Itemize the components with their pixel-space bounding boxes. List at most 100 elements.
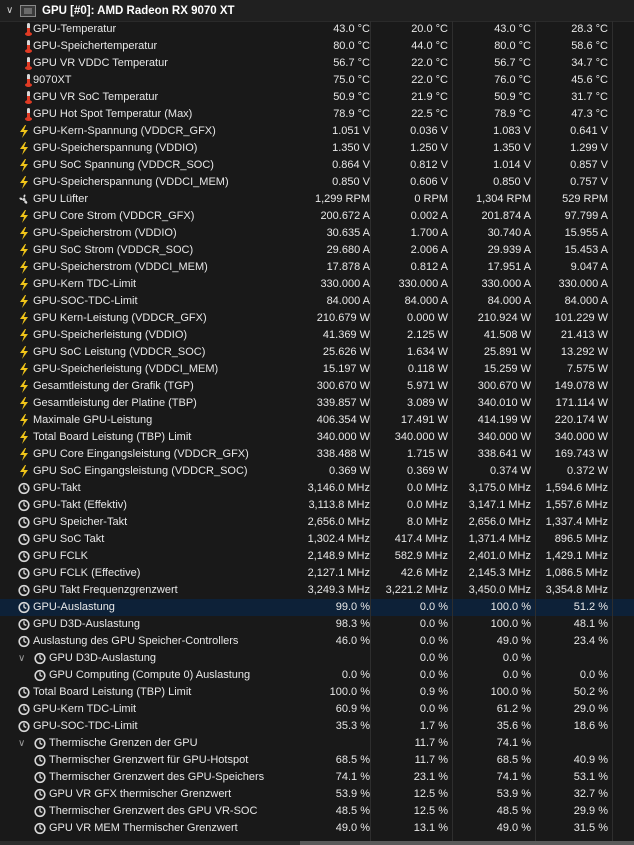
sensor-row[interactable]: GPU VR GFX thermischer Grenzwert 53.9 % 12…	[0, 786, 634, 803]
sensor-row[interactable]: GPU Core Strom (VDDCR_GFX) 200.672 A 0.002…	[0, 208, 634, 225]
expand-chevron-icon[interactable]: ∨	[18, 653, 26, 664]
min-value: 0.000 W	[407, 312, 448, 324]
sensor-row[interactable]: GPU-Speichertemperatur 80.0 °C 44.0 °C 80.0…	[0, 38, 634, 55]
sensor-row[interactable]: GPU SoC Strom (VDDCR_SOC) 29.680 A 2.006 A…	[0, 242, 634, 259]
sensor-row[interactable]: GPU-SOC-TDC-Limit 35.3 % 1.7 % 35.6 % 18.6 %	[0, 718, 634, 735]
min-value: 340.000 W	[394, 431, 448, 443]
sensor-label: GPU-Speichertemperatur	[33, 40, 158, 52]
sensor-row[interactable]: GPU-Speicherstrom (VDDCI_MEM) 17.878 A 0.8…	[0, 259, 634, 276]
sensor-row[interactable]: GPU Computing (Compute 0) Auslastung 0.0 …	[0, 667, 634, 684]
sensor-row[interactable]: GPU FCLK (Effective) 2,127.1 MHz 42.6 MHz 2…	[0, 565, 634, 582]
sensor-row[interactable]: GPU VR SoC Temperatur 50.9 °C 21.9 °C 50.9 …	[0, 89, 634, 106]
column-divider[interactable]	[452, 21, 453, 845]
max-value: 210.924 W	[477, 312, 531, 324]
sensor-label: GPU-Takt (Effektiv)	[33, 499, 127, 511]
avg-value: 29.9 %	[573, 805, 608, 817]
sensor-list[interactable]: GPU-Temperatur 43.0 °C 20.0 °C 43.0 °C 28.3 …	[0, 21, 634, 837]
gpu-group-header[interactable]: ∨ GPU [#0]: AMD Radeon RX 9070 XT	[0, 0, 634, 22]
sensor-row[interactable]: GPU-Speicherstrom (VDDIO) 30.635 A 1.700 A…	[0, 225, 634, 242]
sensor-row[interactable]: GPU SoC Leistung (VDDCR_SOC) 25.626 W 1.63…	[0, 344, 634, 361]
sensor-row[interactable]: GPU-Kern-Spannung (VDDCR_GFX) 1.051 V 0.03…	[0, 123, 634, 140]
sensor-row[interactable]: GPU VR VDDC Temperatur 56.7 °C 22.0 °C 56.7…	[0, 55, 634, 72]
sensor-row[interactable]: GPU SoC Eingangsleistung (VDDCR_SOC) 0.36…	[0, 463, 634, 480]
sensor-row[interactable]: GPU-Auslastung 99.0 % 0.0 % 100.0 % 51.2 %	[0, 599, 634, 616]
sensor-label: GPU SoC Strom (VDDCR_SOC)	[33, 244, 194, 256]
current-value: 406.354 W	[316, 414, 370, 426]
sensor-label: GPU-Speicherleistung (VDDIO)	[33, 329, 188, 341]
min-value: 20.0 °C	[411, 23, 448, 35]
sensor-label: GPU-Kern-Spannung (VDDCR_GFX)	[33, 125, 216, 137]
min-value: 1.715 W	[407, 448, 448, 460]
sensor-row[interactable]: GPU-Speicherleistung (VDDCI_MEM) 15.197 W…	[0, 361, 634, 378]
sensor-row[interactable]: Thermischer Grenzwert des GPU-Speichers 7…	[0, 769, 634, 786]
column-divider[interactable]	[612, 21, 613, 845]
sensor-label: GPU FCLK	[33, 550, 89, 562]
sensor-row[interactable]: Maximale GPU-Leistung 406.354 W 17.491 W 41…	[0, 412, 634, 429]
sensor-row[interactable]: GPU FCLK 2,148.9 MHz 582.9 MHz 2,401.0 MHz 1…	[0, 548, 634, 565]
sensor-label: Maximale GPU-Leistung	[33, 414, 153, 426]
avg-value: 9.047 A	[570, 261, 608, 273]
column-divider[interactable]	[370, 21, 371, 845]
expand-chevron-icon[interactable]: ∨	[18, 738, 26, 749]
bolt-icon	[18, 159, 30, 172]
sensor-row[interactable]: GPU Core Eingangsleistung (VDDCR_GFX) 338…	[0, 446, 634, 463]
sensor-row[interactable]: GPU SoC Takt 1,302.4 MHz 417.4 MHz 1,371.4 …	[0, 531, 634, 548]
sensor-row[interactable]: Total Board Leistung (TBP) Limit 100.0 % 0…	[0, 684, 634, 701]
sensor-row[interactable]: GPU VR MEM Thermischer Grenzwert 49.0 % 13…	[0, 820, 634, 837]
sensor-row[interactable]: Thermischer Grenzwert für GPU-Hotspot 68.…	[0, 752, 634, 769]
sensor-row[interactable]: GPU-Speicherleistung (VDDIO) 41.369 W 2.12…	[0, 327, 634, 344]
sensor-row[interactable]: Total Board Leistung (TBP) Limit 340.000 …	[0, 429, 634, 446]
sensor-row[interactable]: GPU D3D-Auslastung 98.3 % 0.0 % 100.0 % 48.1…	[0, 616, 634, 633]
sensor-row[interactable]: GPU Lüfter 1,299 RPM 0 RPM 1,304 RPM 529 RPM	[0, 191, 634, 208]
current-value: 50.9 °C	[333, 91, 370, 103]
sensor-row[interactable]: GPU Kern-Leistung (VDDCR_GFX) 210.679 W 0.…	[0, 310, 634, 327]
current-value: 0.864 V	[332, 159, 370, 171]
max-value: 78.9 °C	[494, 108, 531, 120]
min-value: 22.5 °C	[411, 108, 448, 120]
max-value: 338.641 W	[477, 448, 531, 460]
sensor-row[interactable]: Gesamtleistung der Grafik (TGP) 300.670 W…	[0, 378, 634, 395]
sensor-row[interactable]: GPU-SOC-TDC-Limit 84.000 A 84.000 A 84.000 …	[0, 293, 634, 310]
column-divider[interactable]	[535, 21, 536, 845]
collapse-chevron-icon[interactable]: ∨	[6, 5, 14, 16]
sensor-row[interactable]: GPU-Takt (Effektiv) 3,113.8 MHz 0.0 MHz 3,1…	[0, 497, 634, 514]
sensor-row[interactable]: GPU-Kern TDC-Limit 60.9 % 0.0 % 61.2 % 29.0 …	[0, 701, 634, 718]
sensor-row[interactable]: 9070XT 75.0 °C 22.0 °C 76.0 °C 45.6 °C	[0, 72, 634, 89]
sensor-label: GPU VR MEM Thermischer Grenzwert	[49, 822, 238, 834]
sensor-row[interactable]: GPU-Takt 3,146.0 MHz 0.0 MHz 3,175.0 MHz 1,5…	[0, 480, 634, 497]
sensor-row[interactable]: ∨ Thermische Grenzen der GPU 11.7 % 74.1 %	[0, 735, 634, 752]
max-value: 340.000 W	[477, 431, 531, 443]
clock-icon	[18, 516, 30, 529]
sensor-row[interactable]: Auslastung des GPU Speicher-Controllers 4…	[0, 633, 634, 650]
current-value: 68.5 %	[335, 754, 370, 766]
max-value: 100.0 %	[490, 601, 531, 613]
sensor-row[interactable]: GPU Hot Spot Temperatur (Max) 78.9 °C 22.5…	[0, 106, 634, 123]
sensor-row[interactable]: GPU-Temperatur 43.0 °C 20.0 °C 43.0 °C 28.3 …	[0, 21, 634, 38]
sensor-row[interactable]: GPU Speicher-Takt 2,656.0 MHz 8.0 MHz 2,656…	[0, 514, 634, 531]
min-value: 0.036 V	[410, 125, 448, 137]
sensor-label: GPU D3D-Auslastung	[49, 652, 156, 664]
horizontal-scrollbar[interactable]	[0, 841, 634, 845]
scrollbar-thumb[interactable]	[300, 841, 634, 845]
bolt-icon	[18, 329, 30, 342]
max-value: 49.0 %	[496, 822, 531, 834]
avg-value: 0.0 %	[579, 669, 608, 681]
sensor-row[interactable]: Gesamtleistung der Platine (TBP) 339.857 …	[0, 395, 634, 412]
sensor-row[interactable]: GPU-Speicherspannung (VDDCI_MEM) 0.850 V 0…	[0, 174, 634, 191]
sensor-row[interactable]: Thermischer Grenzwert des GPU VR-SOC 48.5…	[0, 803, 634, 820]
min-value: 0.369 W	[407, 465, 448, 477]
sensor-row[interactable]: GPU SoC Spannung (VDDCR_SOC) 0.864 V 0.812…	[0, 157, 634, 174]
avg-value: 53.1 %	[573, 771, 608, 783]
min-value: 1.7 %	[419, 720, 448, 732]
avg-value: 101.229 W	[554, 312, 608, 324]
current-value: 340.000 W	[316, 431, 370, 443]
max-value: 15.259 W	[483, 363, 531, 375]
clock-icon	[34, 737, 46, 750]
max-value: 43.0 °C	[494, 23, 531, 35]
min-value: 0.812 A	[410, 261, 448, 273]
sensor-row[interactable]: ∨ GPU D3D-Auslastung 0.0 % 0.0 %	[0, 650, 634, 667]
sensor-row[interactable]: GPU Takt Frequenzgrenzwert 3,249.3 MHz 3,2…	[0, 582, 634, 599]
sensor-label: 9070XT	[33, 74, 72, 86]
sensor-row[interactable]: GPU-Kern TDC-Limit 330.000 A 330.000 A 330.…	[0, 276, 634, 293]
sensor-row[interactable]: GPU-Speicherspannung (VDDIO) 1.350 V 1.250…	[0, 140, 634, 157]
